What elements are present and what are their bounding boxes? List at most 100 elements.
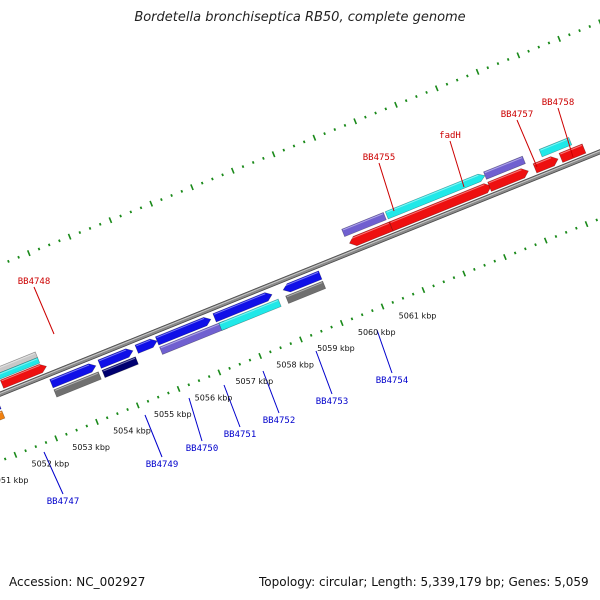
label-leader-lines: [33, 107, 574, 495]
outer-tick-minor: [78, 231, 82, 235]
gene-bb4750-body: [97, 348, 134, 369]
outer-tick-minor: [180, 189, 184, 193]
leader-top: [33, 286, 55, 335]
backbone-highlight: [0, 150, 600, 394]
leader-top: [378, 162, 395, 212]
outer-tick-minor: [88, 226, 92, 230]
inner-tick-major: [258, 352, 263, 360]
gene-bb4748-cyan: [0, 357, 41, 380]
inner-tick-major: [503, 253, 507, 261]
gene-bb4751-shine: [136, 339, 151, 347]
outer-tick-minor: [323, 132, 326, 136]
gene-label-top: BB4757: [501, 110, 534, 120]
leader-bottom: [315, 350, 333, 395]
gene-right-cyan-body: [538, 137, 573, 158]
outer-tick-minor: [37, 247, 41, 251]
gene-bb4757-shine: [488, 169, 522, 184]
gene-label-top: BB4748: [18, 277, 51, 287]
inner-tick-minor: [411, 292, 415, 296]
inner-tick-minor: [126, 408, 129, 412]
inner-tick-minor: [269, 350, 272, 354]
gene-bb4754-gray: [285, 280, 327, 304]
gene-bb4755-lav-body: [341, 211, 387, 238]
gene-bb4752-lav-shine: [160, 321, 225, 349]
gene-fadh-shine: [390, 184, 485, 224]
inner-tick-minor: [432, 284, 435, 288]
outer-tick-minor: [537, 45, 541, 49]
outer-tick-minor: [129, 210, 133, 214]
gene-label-bottom: BB4749: [146, 460, 179, 470]
outer-tick-major: [516, 52, 521, 59]
inner-tick-major: [176, 385, 181, 393]
gene-bb4754-gray-body: [285, 280, 327, 304]
inner-tick-minor: [34, 445, 38, 449]
gene-bb4750: [97, 348, 134, 369]
inner-tick-minor: [24, 449, 27, 453]
outer-tick-minor: [425, 90, 428, 94]
kbp-label: 5052 kbp: [32, 460, 70, 469]
gene-features: [0, 137, 587, 421]
leader-top: [557, 107, 574, 158]
gene-bb4748-cyan-shine: [0, 358, 38, 375]
inner-tick-major: [95, 418, 99, 425]
backbone-line: [0, 149, 600, 397]
outer-tick-major: [271, 151, 276, 158]
gene-bb4753: [212, 292, 273, 323]
inner-tick-minor: [330, 325, 333, 329]
outer-tick-minor: [527, 49, 530, 53]
outer-tick-minor: [292, 144, 296, 148]
gene-bb4755-body: [349, 221, 394, 247]
kbp-label: 5054 kbp: [113, 427, 151, 436]
outer-tick-minor: [486, 66, 490, 70]
inner-tick-minor: [473, 267, 476, 271]
kbp-label: 5053 kbp: [72, 443, 110, 452]
gene-fadh-body: [388, 183, 492, 232]
gene-bb4748-shine: [1, 364, 40, 382]
outer-tick-minor: [170, 193, 173, 197]
outer-tick-major: [149, 200, 154, 207]
gene-label-bottom: BB4752: [263, 416, 296, 426]
leader-bottom: [144, 414, 163, 458]
leader-bottom: [43, 451, 64, 495]
gene-bb4758-body: [532, 156, 559, 174]
gene-label-bottom: BB4751: [224, 430, 257, 440]
inner-tick-minor: [156, 395, 160, 399]
map-title: Bordetella bronchiseptica RB50, complete…: [134, 10, 466, 25]
inner-tick-minor: [452, 276, 456, 280]
gene-label-bottom: BB4754: [376, 376, 409, 386]
leader-bottom: [376, 329, 393, 374]
inner-tick-minor: [391, 300, 395, 304]
inner-tick-minor: [116, 412, 119, 416]
inner-tick-minor: [493, 259, 497, 263]
gene-right-cyan: [538, 137, 573, 158]
inner-tick-minor: [187, 383, 191, 387]
gene-bb4751-body: [134, 338, 158, 354]
inner-tick-major: [462, 270, 467, 277]
inner-tick-minor: [320, 329, 323, 333]
gene-bb4755-lav: [341, 211, 387, 238]
outer-tick-minor: [445, 82, 449, 86]
outer-tick-minor: [343, 123, 347, 127]
gene-label-bottom: BB4753: [316, 397, 349, 407]
inner-tick-minor: [360, 313, 364, 317]
inner-tick-minor: [228, 366, 231, 370]
kbp-label: 5058 kbp: [276, 361, 314, 370]
outer-tick-minor: [415, 95, 418, 99]
gene-label-top: fadH: [439, 131, 461, 141]
outer-tick-major: [230, 167, 235, 174]
gene-bb4747-body: [0, 405, 2, 410]
kbp-label: 5051 kbp: [0, 476, 28, 485]
outer-tick-minor: [547, 41, 551, 45]
gene-label-top: BB4755: [363, 153, 396, 163]
leader-top: [516, 119, 538, 168]
gene-bb4747-orange: [0, 410, 6, 421]
kbp-label: 5056 kbp: [195, 394, 233, 403]
inner-tick-minor: [371, 309, 374, 313]
outer-tick-minor: [364, 115, 367, 119]
inner-tick-minor: [238, 362, 242, 366]
chromosome-backbone: [0, 149, 600, 397]
outer-tick-minor: [241, 165, 245, 169]
outer-tick-major: [26, 250, 31, 257]
